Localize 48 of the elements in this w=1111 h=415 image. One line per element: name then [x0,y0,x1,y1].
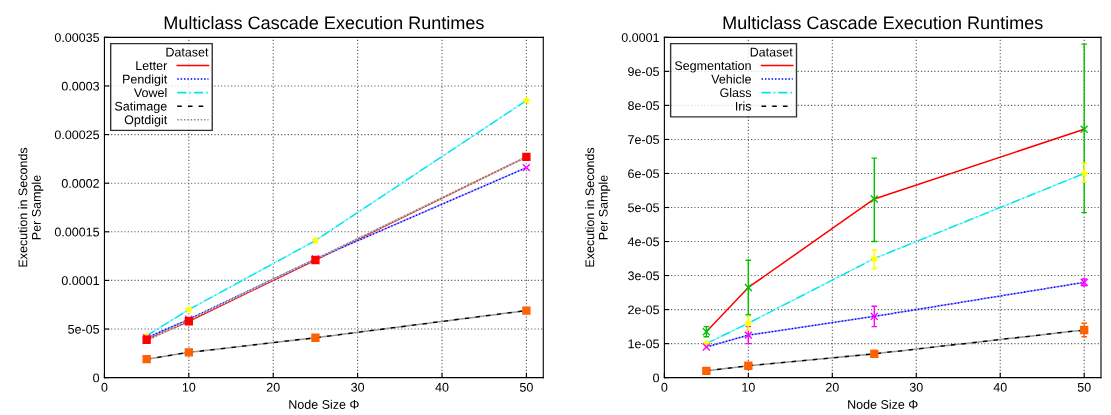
y-tick-label: 0.0001 [61,276,99,286]
legend-title: Dataset [750,47,793,57]
legend-label: Glass [720,87,752,98]
y-tick-label: 4e-05 [627,237,659,247]
y-tick-label: 0.00035 [54,33,100,42]
y-tick-label: 2e-05 [628,305,659,315]
x-tick-label: 20 [825,382,839,392]
y-tick-label: 5e-05 [628,203,659,213]
x-tick-label: 10 [182,382,196,392]
y-tick-label: 0.0001 [621,33,659,42]
y-tick-label: 3e-05 [628,271,659,281]
x-tick-label: 30 [351,382,365,392]
x-tick-label: 0 [661,382,668,392]
legend-label: Letter [136,61,168,71]
legend-label: Iris [736,101,752,111]
x-tick-label: 50 [519,382,533,392]
x-tick-label: 40 [993,382,1007,392]
x-axis-title: Node Size Φ [289,399,359,409]
y-tick-label: 7e-05 [628,135,659,145]
legend-title: Dataset [166,47,209,57]
x-tick-label: 40 [435,382,449,392]
legend-label: Vowel [133,87,167,98]
x-tick-label: 0 [101,382,108,392]
y-tick-label: 9e-05 [628,67,659,77]
y-tick-label: 0.0003 [61,81,100,91]
x-tick-label: 20 [266,382,280,392]
x-tick-label: 30 [909,382,923,392]
y-axis-title: Execution in Seconds Per Sample [585,147,611,267]
legend-label: Optdigit [124,114,168,127]
y-tick-label: 5e-05 [68,324,100,334]
y-tick-label: 0 [93,373,100,383]
x-axis-title: Node Size Φ [848,399,918,409]
chart-title: Multiclass Cascade Execution Runtimes [164,15,484,30]
x-tick-label: 50 [1077,382,1091,392]
y-tick-label: 6e-05 [628,169,659,179]
y-tick-label: 8e-05 [628,101,659,111]
legend-label: Vehicle [711,74,751,84]
legend-label: Pendigit [123,74,168,87]
y-tick-label: 0.00015 [54,227,100,237]
legend-label: Satimage [115,101,167,114]
x-tick-label: 10 [742,382,755,392]
legend-label: Segmentation [674,60,751,73]
y-tick-label: 0.00025 [54,130,100,140]
y-tick-label: 1e-05 [628,339,659,349]
y-tick-label: 0 [653,373,660,383]
y-tick-label: 0.0002 [61,178,99,188]
chart-title: Multiclass Cascade Execution Runtimes [723,15,1043,30]
y-axis-title: Execution in Seconds Per Sample [18,147,44,267]
